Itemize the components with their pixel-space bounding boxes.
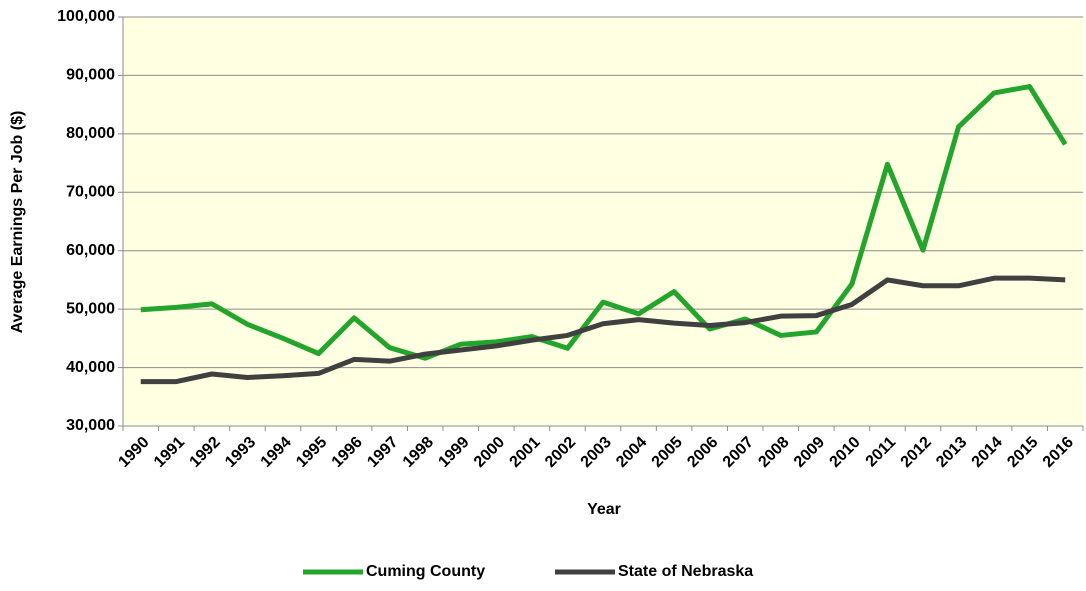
x-tick-label: 2010 bbox=[827, 434, 864, 471]
x-tick-label: 2013 bbox=[933, 434, 970, 471]
y-tick-label: 100,000 bbox=[57, 8, 115, 25]
x-tick-label: 2001 bbox=[507, 434, 544, 471]
x-tick-label: 1996 bbox=[329, 434, 366, 471]
y-axis-title: Average Earnings Per Job ($) bbox=[9, 111, 26, 334]
x-tick-label: 2006 bbox=[684, 434, 721, 471]
x-tick-label: 2004 bbox=[613, 434, 650, 471]
legend-label: State of Nebraska bbox=[618, 563, 753, 580]
x-tick-label: 2007 bbox=[720, 434, 757, 471]
x-tick-label: 2009 bbox=[791, 434, 828, 471]
x-tick-label: 2015 bbox=[1004, 434, 1041, 471]
series-line bbox=[140, 275, 1066, 385]
x-tick-label: 1991 bbox=[151, 434, 188, 471]
y-tick-label: 50,000 bbox=[66, 300, 115, 317]
x-tick-label: 1993 bbox=[222, 434, 259, 471]
y-tick-label: 80,000 bbox=[66, 125, 115, 142]
x-tick-label: 1999 bbox=[435, 434, 472, 471]
x-tick-label: 2000 bbox=[471, 434, 508, 471]
series-line bbox=[140, 84, 1068, 361]
x-axis-title: Year bbox=[587, 501, 621, 518]
y-tick-label: 70,000 bbox=[66, 184, 115, 201]
x-tick-label: 1995 bbox=[293, 434, 330, 471]
y-tick-label: 30,000 bbox=[66, 417, 115, 434]
legend-label: Cuming County bbox=[366, 563, 485, 580]
y-tick-label: 60,000 bbox=[66, 242, 115, 259]
x-tick-label: 2008 bbox=[755, 434, 792, 471]
x-tick-label: 1997 bbox=[364, 434, 401, 471]
plot-area bbox=[123, 17, 1083, 426]
x-tick-label: 2012 bbox=[898, 434, 935, 471]
x-tick-label: 2011 bbox=[863, 434, 900, 471]
x-tick-label: 2016 bbox=[1040, 434, 1077, 471]
y-tick-label: 90,000 bbox=[66, 67, 115, 84]
x-tick-label: 2003 bbox=[578, 434, 615, 471]
x-tick-label: 1994 bbox=[258, 434, 295, 471]
x-tick-label: 1998 bbox=[400, 434, 437, 471]
x-tick-label: 1992 bbox=[187, 434, 224, 471]
y-tick-label: 40,000 bbox=[66, 359, 115, 376]
x-tick-label: 2005 bbox=[649, 434, 686, 471]
x-tick-label: 2002 bbox=[542, 434, 579, 471]
x-tick-label: 2014 bbox=[969, 434, 1006, 471]
x-tick-label: 1990 bbox=[115, 434, 152, 471]
